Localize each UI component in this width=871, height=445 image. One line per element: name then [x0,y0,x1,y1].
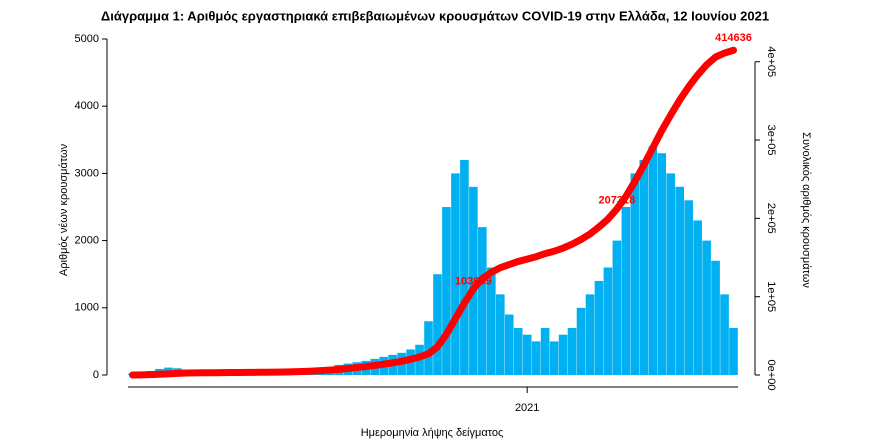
bar [612,240,622,375]
y2-tick-label: 2e+05 [765,203,777,234]
bar [549,341,559,375]
y-tick-label: 0 [93,369,99,381]
bar [684,200,693,375]
bar [469,186,478,375]
y2-tick-label: 3e+05 [765,125,777,156]
bar [442,207,451,375]
bar [639,159,649,375]
annotation: 207318 [599,195,636,207]
bar [451,173,460,375]
cumulative-line [128,46,738,379]
bar [729,327,738,375]
annotation: 103659 [455,276,492,288]
bar [693,220,702,375]
y2-tick-label: 0e+00 [765,360,777,391]
bar [720,294,729,375]
bar [675,186,684,375]
bar [711,260,720,375]
bar [567,327,577,375]
bar [424,321,433,375]
bar [585,294,595,375]
y-tick-label: 4000 [75,100,99,112]
bar [702,240,711,375]
annotation: 414636 [715,32,752,44]
bar [460,159,469,375]
bar [478,227,487,375]
y-tick-label: 5000 [75,33,99,45]
y2-tick-label: 4e+05 [765,46,777,77]
y-tick-label: 2000 [75,235,99,247]
x-axis-label: Ημερομηνία λήψης δείγματος [361,427,504,439]
bar [666,173,676,375]
bar [495,294,505,375]
bar [603,267,613,375]
x-tick-label: 2021 [515,402,539,414]
bar [648,146,658,375]
bar [513,327,523,375]
bar [531,341,541,375]
bar [487,267,496,375]
bar [558,334,568,375]
bar [657,153,667,375]
bar [433,274,442,375]
y-tick-label: 3000 [75,167,99,179]
y2-axis-label: Συνολικός αριθμός κρουσμάτων [800,132,812,288]
bar [576,307,586,375]
bar [540,327,550,375]
chart-title: Διάγραμμα 1: Αριθμός εργαστηριακά επιβεβ… [101,8,769,23]
y2-tick-label: 1e+05 [765,281,777,312]
bar [594,280,604,375]
bar [621,207,631,375]
y-tick-label: 1000 [75,302,99,314]
bar [630,173,640,375]
bar [522,334,532,375]
y-axis-label: Αριθμός νέων κρουσμάτων [58,143,70,276]
bar [504,314,514,375]
